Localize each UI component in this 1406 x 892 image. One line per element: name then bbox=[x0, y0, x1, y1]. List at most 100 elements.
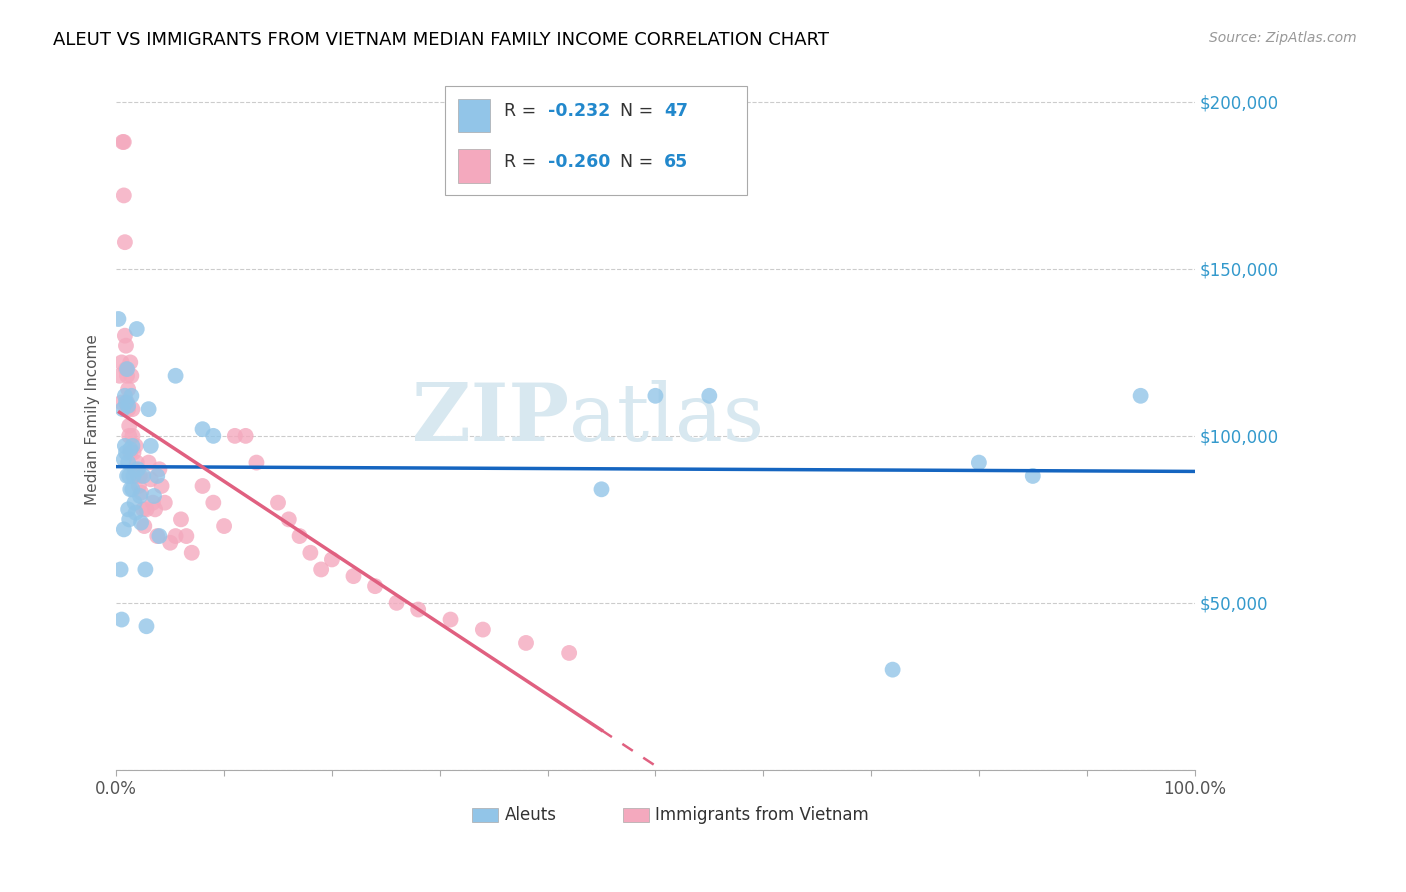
Point bbox=[299, 546, 322, 560]
Point bbox=[129, 516, 152, 530]
Y-axis label: Median Family Income: Median Family Income bbox=[86, 334, 100, 505]
Point bbox=[114, 328, 136, 343]
Point bbox=[120, 483, 142, 497]
Text: 65: 65 bbox=[664, 153, 689, 170]
Point bbox=[117, 502, 139, 516]
Point bbox=[111, 355, 134, 369]
Point bbox=[143, 502, 166, 516]
Point bbox=[191, 479, 214, 493]
Point bbox=[120, 389, 142, 403]
Point bbox=[146, 529, 169, 543]
Point bbox=[124, 462, 146, 476]
Point bbox=[235, 429, 257, 443]
Point bbox=[118, 469, 141, 483]
Point bbox=[115, 362, 138, 376]
Point bbox=[1129, 389, 1152, 403]
Text: R =: R = bbox=[505, 153, 543, 170]
Point bbox=[321, 552, 343, 566]
Text: -0.232: -0.232 bbox=[547, 103, 610, 120]
Point bbox=[139, 439, 162, 453]
Point bbox=[439, 613, 461, 627]
FancyBboxPatch shape bbox=[446, 86, 747, 194]
Point bbox=[118, 512, 141, 526]
Point bbox=[115, 445, 138, 459]
Point bbox=[134, 562, 156, 576]
Text: N =: N = bbox=[620, 153, 658, 170]
Point bbox=[364, 579, 387, 593]
Text: Immigrants from Vietnam: Immigrants from Vietnam bbox=[655, 806, 869, 824]
Point bbox=[644, 389, 666, 403]
Point bbox=[111, 395, 134, 409]
Point bbox=[125, 456, 148, 470]
Text: ZIP: ZIP bbox=[412, 380, 569, 458]
Point bbox=[277, 512, 299, 526]
Point bbox=[558, 646, 581, 660]
Point bbox=[180, 546, 202, 560]
Point bbox=[245, 456, 267, 470]
Point bbox=[132, 469, 155, 483]
Text: ALEUT VS IMMIGRANTS FROM VIETNAM MEDIAN FAMILY INCOME CORRELATION CHART: ALEUT VS IMMIGRANTS FROM VIETNAM MEDIAN … bbox=[53, 31, 830, 49]
Point bbox=[127, 462, 149, 476]
Text: Source: ZipAtlas.com: Source: ZipAtlas.com bbox=[1209, 31, 1357, 45]
Text: -0.260: -0.260 bbox=[547, 153, 610, 170]
Point bbox=[115, 469, 138, 483]
Point bbox=[122, 445, 145, 459]
Point bbox=[107, 312, 129, 326]
Point bbox=[176, 529, 198, 543]
Point bbox=[471, 623, 494, 637]
Point bbox=[406, 602, 429, 616]
Point bbox=[135, 502, 157, 516]
Point bbox=[170, 512, 193, 526]
Point bbox=[124, 496, 146, 510]
Point bbox=[118, 418, 141, 433]
Point bbox=[115, 339, 138, 353]
Point bbox=[129, 485, 152, 500]
Point bbox=[121, 402, 143, 417]
Point bbox=[120, 445, 142, 459]
Bar bbox=[623, 808, 650, 822]
Point bbox=[135, 619, 157, 633]
Point bbox=[882, 663, 904, 677]
Point bbox=[591, 483, 613, 497]
Point bbox=[139, 472, 162, 486]
Point bbox=[142, 496, 165, 510]
Bar bbox=[472, 808, 498, 822]
Point bbox=[224, 429, 246, 443]
Point bbox=[114, 235, 136, 250]
Point bbox=[121, 429, 143, 443]
Point bbox=[127, 469, 149, 483]
Point bbox=[112, 452, 135, 467]
Point bbox=[115, 395, 138, 409]
Point bbox=[148, 529, 170, 543]
Point bbox=[117, 399, 139, 413]
Point bbox=[138, 402, 160, 417]
Point bbox=[515, 636, 537, 650]
Point bbox=[385, 596, 408, 610]
Point bbox=[165, 529, 187, 543]
Point bbox=[128, 479, 150, 493]
Point bbox=[114, 439, 136, 453]
Text: N =: N = bbox=[620, 103, 658, 120]
Point bbox=[117, 382, 139, 396]
Point bbox=[121, 439, 143, 453]
Point bbox=[111, 135, 134, 149]
Point bbox=[110, 562, 132, 576]
Bar bbox=[458, 99, 491, 132]
Point bbox=[120, 368, 142, 383]
Point bbox=[112, 135, 135, 149]
Point bbox=[967, 456, 990, 470]
Point bbox=[115, 395, 138, 409]
Point bbox=[122, 469, 145, 483]
Point bbox=[129, 469, 152, 483]
Point bbox=[117, 456, 139, 470]
Point bbox=[148, 462, 170, 476]
Point bbox=[165, 368, 187, 383]
Point bbox=[134, 519, 156, 533]
Point bbox=[288, 529, 311, 543]
Point bbox=[117, 402, 139, 417]
Point bbox=[146, 469, 169, 483]
Point bbox=[108, 368, 131, 383]
Point bbox=[111, 613, 134, 627]
Point bbox=[697, 389, 720, 403]
Point bbox=[120, 442, 142, 457]
